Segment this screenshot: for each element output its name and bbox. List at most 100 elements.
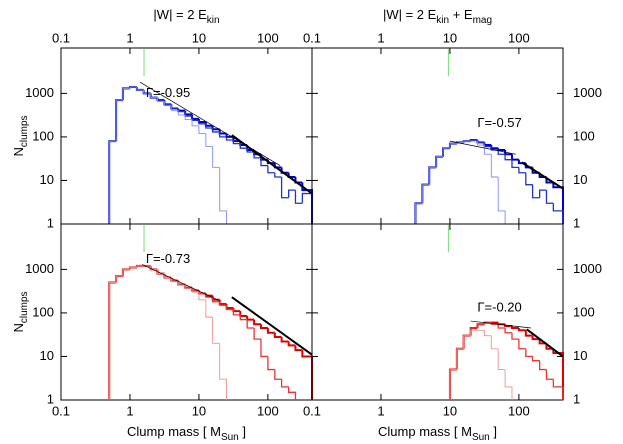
histogram-step: [428, 166, 437, 185]
histogram-step: [225, 136, 234, 141]
histogram-step: [449, 369, 457, 400]
histogram-step: [122, 87, 130, 101]
histogram-step: [267, 165, 275, 174]
histogram-step: [115, 275, 123, 283]
text-part: N: [11, 147, 26, 156]
x-axis-label: Clump mass [ MSun ]: [127, 424, 246, 442]
histogram-step: [232, 309, 241, 316]
fit-line: [470, 320, 532, 329]
histogram-step: [205, 133, 213, 148]
histogram-step: [442, 147, 450, 157]
y-tick-label: 1000: [573, 85, 602, 100]
x-tick-label: 1: [377, 403, 384, 418]
histogram-step: [115, 99, 123, 142]
histogram-step: [497, 150, 506, 155]
histogram-step: [115, 99, 123, 142]
histogram-step: [198, 292, 206, 301]
x-tick-label: 1: [377, 30, 384, 45]
histogram-step: [115, 99, 123, 142]
histogram-step: [497, 324, 506, 329]
histogram-step: [239, 143, 248, 149]
y-tick-label: 10: [40, 348, 54, 363]
histogram-step: [288, 189, 296, 198]
panel-title: |W| = 2 Ekin + Emag: [383, 7, 492, 25]
histogram-step: [280, 336, 289, 343]
histogram-step: [121, 268, 130, 277]
histogram-step: [122, 87, 130, 101]
histogram-step: [184, 114, 193, 121]
x-tick-label: 100: [257, 30, 279, 45]
histogram-step: [490, 145, 499, 150]
histogram-step: [449, 368, 457, 400]
histogram-step: [239, 314, 248, 321]
histogram-step: [539, 360, 547, 371]
histogram-step: [121, 87, 130, 101]
y-tick-label: 100: [32, 304, 54, 319]
histogram-step: [205, 123, 213, 129]
histogram-step: [525, 172, 533, 186]
histogram-step: [163, 101, 172, 107]
subscript: kin: [436, 15, 449, 26]
histogram-step: [421, 183, 430, 204]
x-tick-label: 0.1: [303, 30, 321, 45]
histogram-step: [463, 140, 471, 143]
histogram-step: [280, 379, 289, 388]
panel-title: |W| = 2 Ekin: [153, 7, 219, 25]
histogram-step: [462, 334, 471, 349]
histogram-step: [259, 324, 268, 330]
x-tick-label: 100: [508, 30, 530, 45]
y-tick-label: 10: [573, 348, 587, 363]
histogram-step: [428, 166, 437, 185]
histogram-step: [280, 167, 289, 174]
y-axis-label: Nclumps: [11, 291, 29, 332]
histogram-step: [198, 125, 206, 134]
x-axis-label: Clump mass [ MSun ]: [378, 424, 497, 442]
histogram-step: [497, 177, 506, 224]
y-axis-label: Nclumps: [11, 115, 29, 156]
histogram-step: [421, 184, 430, 204]
histogram-step: [177, 281, 186, 286]
y-tick-label: 100: [573, 128, 595, 143]
y-tick-label: 10: [40, 172, 54, 187]
histogram-step: [490, 335, 499, 350]
histogram-step: [232, 139, 241, 145]
histogram-step: [442, 147, 450, 157]
plot-frame: [60, 47, 313, 225]
histogram-step: [170, 104, 179, 110]
histogram-step: [476, 139, 485, 143]
histogram-step: [115, 275, 123, 283]
histogram-step: [225, 305, 234, 311]
y-tick-label: 1000: [25, 261, 54, 276]
fit-line: [231, 134, 313, 195]
histogram-step: [552, 379, 564, 400]
histogram-step: [108, 281, 117, 400]
histogram-step: [294, 345, 303, 352]
histogram-step: [170, 277, 179, 282]
fit-label: Γ=-0.57: [477, 115, 521, 130]
plot-frame: [311, 47, 564, 225]
x-tick-label: 1: [126, 403, 133, 418]
histogram-step: [225, 304, 234, 309]
histogram-step: [531, 356, 540, 362]
histogram-step: [163, 100, 172, 106]
histogram-step: [239, 311, 248, 317]
x-tick-label: 10: [192, 30, 206, 45]
y-tick-label: 1: [573, 215, 580, 230]
histogram-step: [274, 172, 282, 178]
histogram-step: [129, 267, 137, 270]
y-tick-label: 1000: [573, 261, 602, 276]
histogram-step: [435, 155, 444, 168]
histogram-step: [150, 265, 158, 270]
histogram-step: [211, 297, 220, 303]
histogram-step: [448, 142, 457, 149]
histogram-step: [260, 339, 268, 358]
histogram-step: [531, 335, 540, 341]
histogram-step: [198, 120, 206, 125]
text-part: + E: [449, 7, 473, 22]
fit-line: [231, 296, 313, 356]
histogram-step: [421, 184, 430, 204]
histogram-step: [294, 190, 303, 204]
histogram-step: [150, 93, 158, 99]
histogram-step: [232, 307, 241, 313]
histogram-step: [517, 328, 526, 332]
